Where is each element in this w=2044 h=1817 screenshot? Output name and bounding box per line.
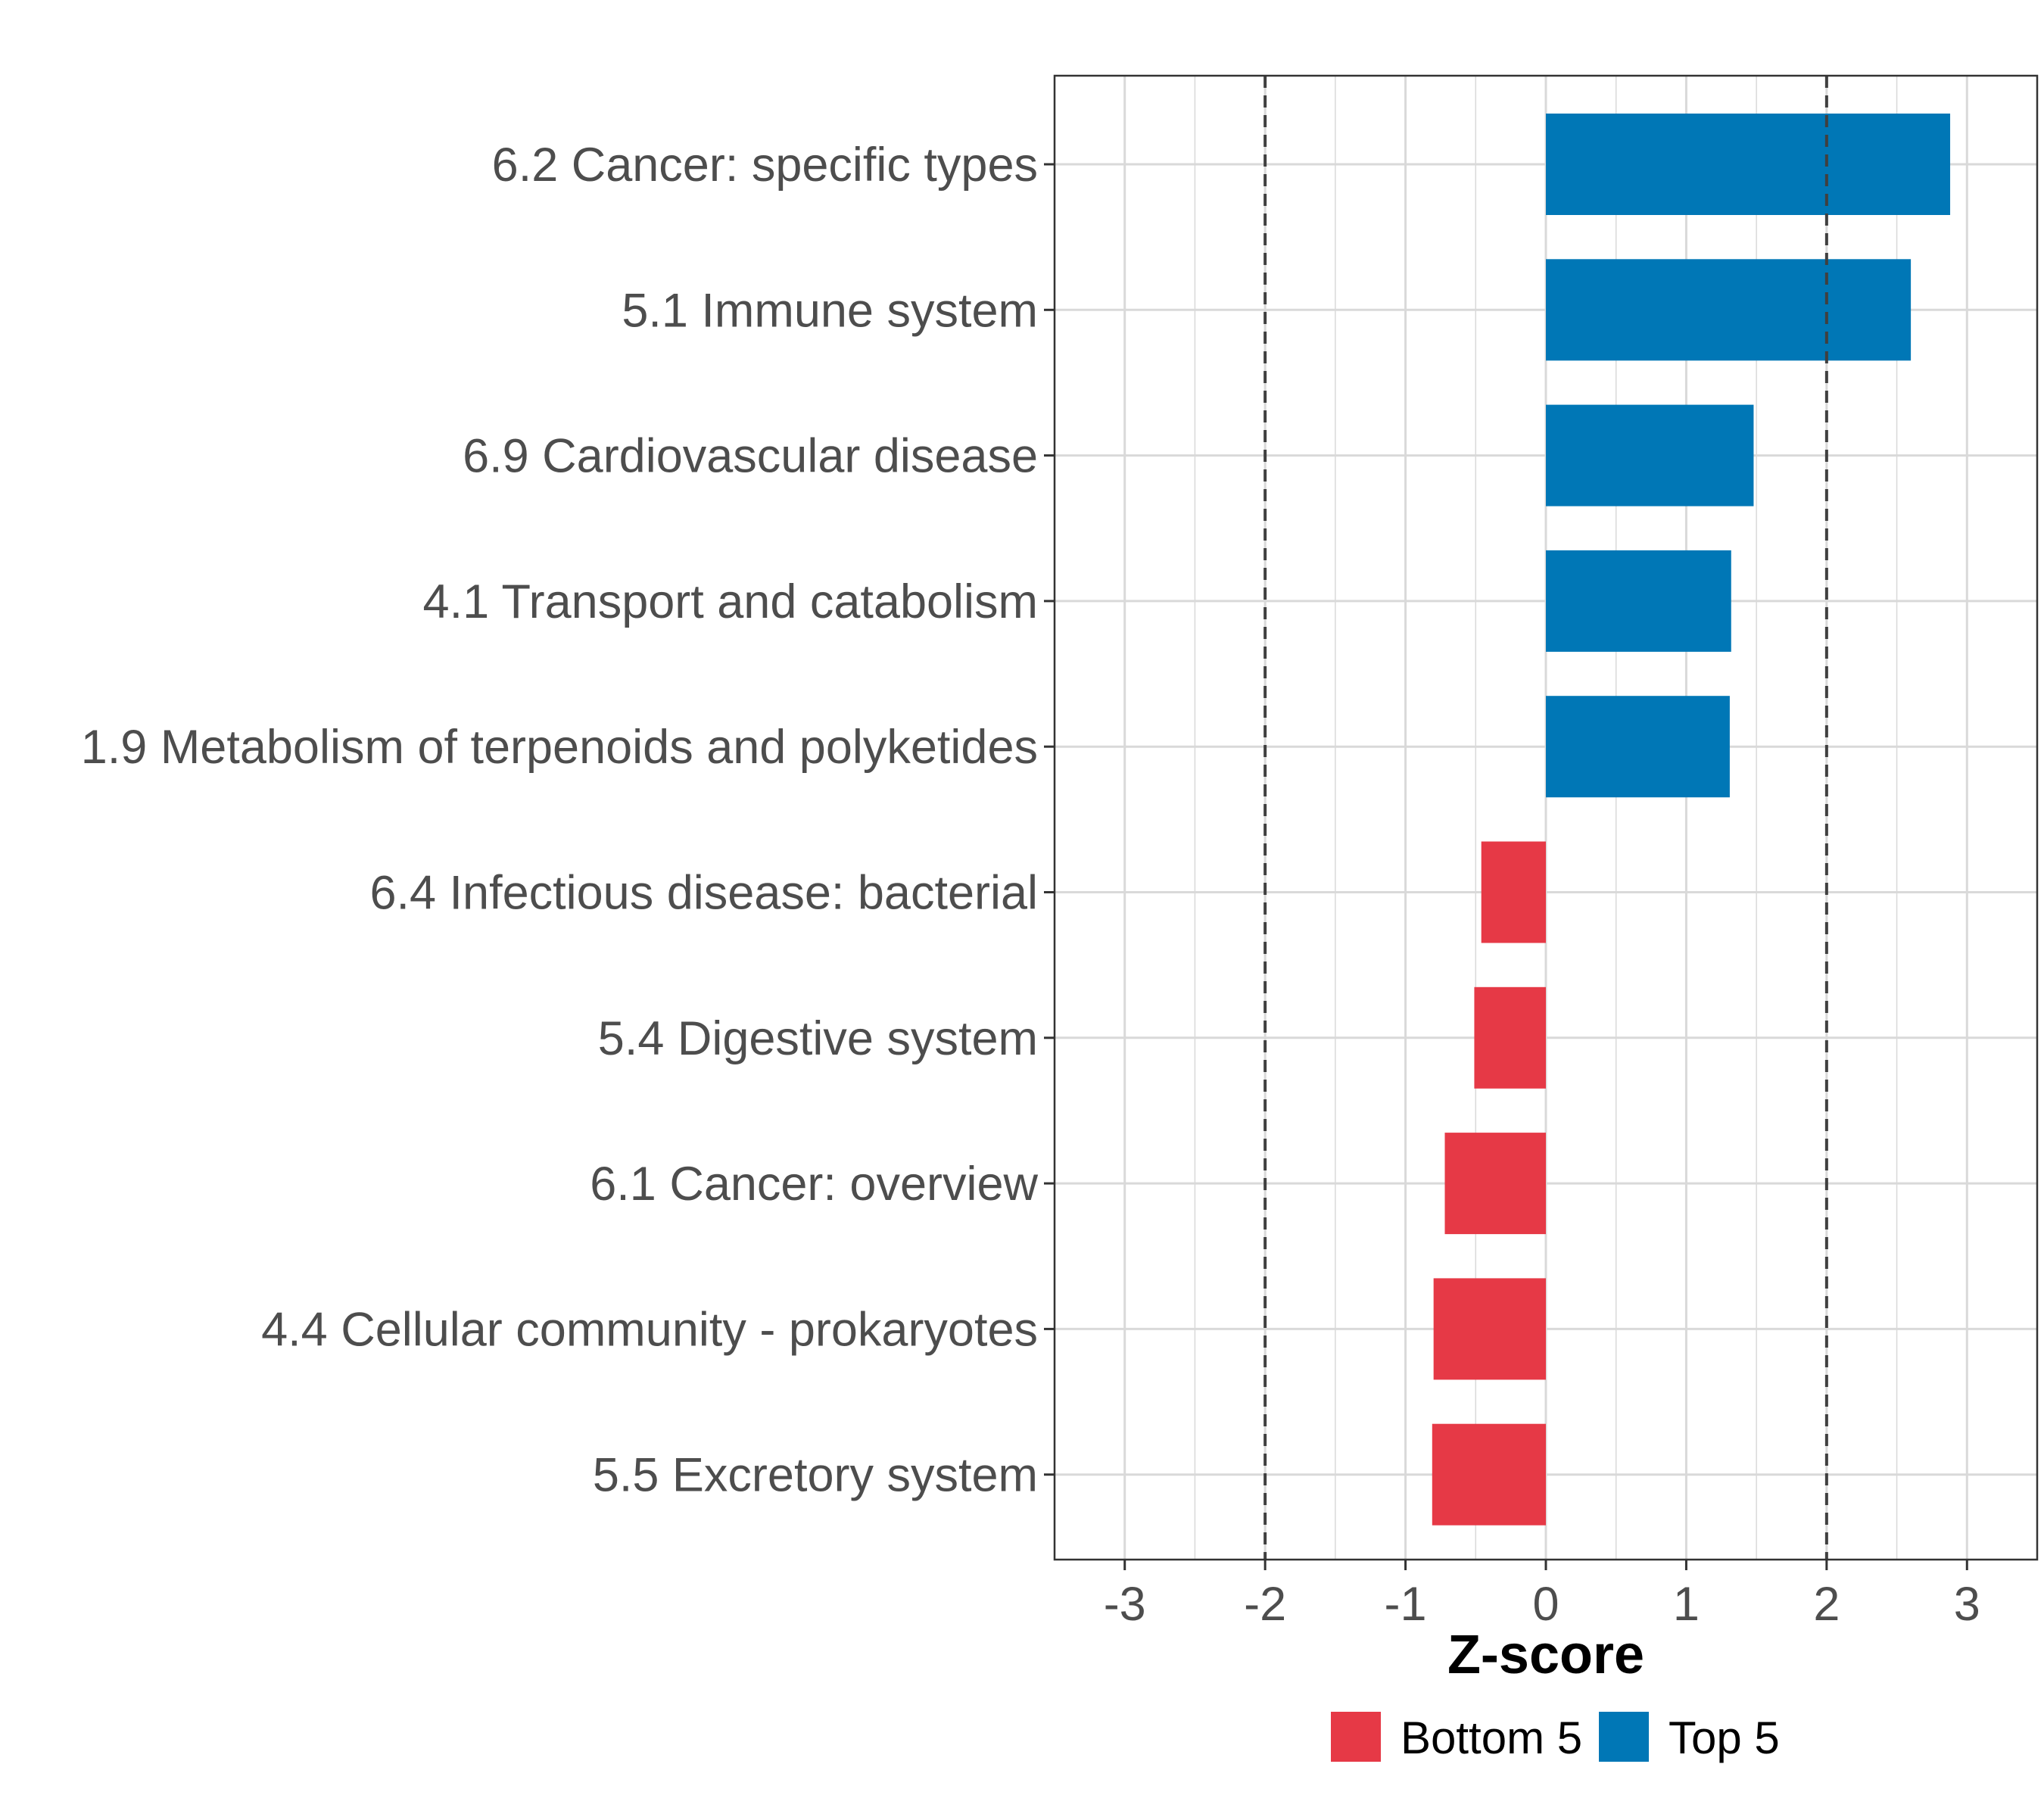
y-tick-label: 5.4 Digestive system	[598, 1012, 1038, 1065]
bar	[1546, 114, 1951, 215]
bar	[1432, 1423, 1546, 1526]
bars	[1432, 114, 1951, 1526]
bar	[1433, 1278, 1546, 1380]
bar	[1546, 259, 1912, 361]
y-tick-label: 1.9 Metabolism of terpenoids and polyket…	[81, 721, 1038, 774]
legend-swatch	[1331, 1712, 1381, 1762]
legend-swatch	[1599, 1712, 1649, 1762]
y-tick-label: 6.2 Cancer: specific types	[492, 139, 1038, 192]
bar	[1481, 841, 1546, 943]
y-tick-label: 5.5 Excretory system	[593, 1449, 1038, 1502]
bar	[1444, 1133, 1546, 1235]
y-axis: 6.2 Cancer: specific types 5.1 Immune sys…	[81, 139, 1055, 1502]
x-tick-label: 1	[1673, 1578, 1700, 1631]
x-tick-label: 0	[1532, 1578, 1559, 1631]
x-tick-label: 3	[1954, 1578, 1980, 1631]
x-tick-label: -3	[1104, 1578, 1146, 1631]
reference-lines	[1263, 76, 1828, 1560]
y-tick-label: 6.9 Cardiovascular disease	[463, 430, 1038, 483]
y-tick-label: 5.1 Immune system	[622, 284, 1038, 337]
x-axis: -3 -2 -1 0 1 2 3	[1104, 1560, 1980, 1631]
y-tick-label: 4.1 Transport and catabolism	[423, 575, 1038, 628]
y-tick-label: 6.1 Cancer: overview	[590, 1158, 1038, 1211]
legend-label: Top 5	[1669, 1713, 1780, 1763]
x-tick-label: -2	[1244, 1578, 1286, 1631]
x-axis-title: Z-score	[1447, 1625, 1644, 1685]
bar	[1546, 404, 1754, 506]
y-tick-label: 6.4 Infectious disease: bacterial	[369, 867, 1038, 920]
bar	[1546, 696, 1730, 798]
legend-label: Bottom 5	[1401, 1713, 1582, 1763]
x-tick-label: -1	[1385, 1578, 1427, 1631]
x-tick-label: 2	[1813, 1578, 1840, 1631]
y-tick-label: 4.4 Cellular community - prokaryotes	[261, 1303, 1038, 1356]
legend: Bottom 5 Top 5	[1331, 1712, 1780, 1763]
bar	[1474, 986, 1546, 1089]
bar	[1546, 550, 1731, 652]
